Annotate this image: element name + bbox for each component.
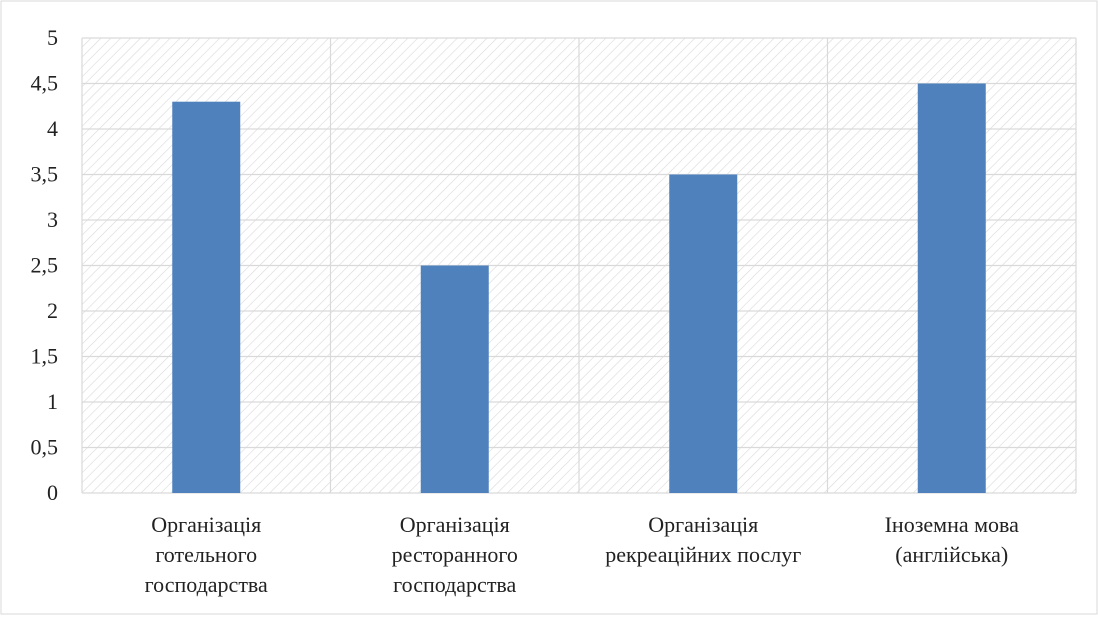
- y-tick-label: 4,5: [31, 71, 59, 96]
- y-tick-label: 1,5: [31, 344, 59, 369]
- y-tick-label: 5: [47, 25, 58, 50]
- bar-1: [172, 101, 241, 493]
- x-category-label: Організація ресторанного господарства: [392, 512, 518, 597]
- y-tick-label: 2,5: [31, 253, 59, 278]
- y-tick-label: 3,5: [31, 162, 59, 187]
- x-category-label-line: (англійська): [895, 542, 1008, 567]
- x-category-label-line: господарства: [393, 572, 516, 597]
- x-category-label-line: господарства: [145, 572, 268, 597]
- bar-4: [917, 83, 986, 493]
- y-tick-label: 2: [47, 298, 58, 323]
- y-tick-label: 0,5: [31, 435, 59, 460]
- x-category-label-line: рекреаційних послуг: [605, 542, 801, 567]
- y-tick-label: 3: [47, 207, 58, 232]
- x-category-label-line: Іноземна мова: [885, 512, 1020, 537]
- y-tick-label: 0: [47, 480, 58, 505]
- y-tick-label: 1: [47, 389, 58, 414]
- bar-3: [669, 174, 738, 493]
- x-category-label-line: Організація: [648, 512, 758, 537]
- x-category-label-line: готельного: [155, 542, 257, 567]
- x-category-label-line: Організація: [151, 512, 261, 537]
- x-category-label: Організація рекреаційних послуг: [605, 512, 801, 567]
- x-category-label: Іноземна мова (англійська): [885, 512, 1020, 567]
- x-category-label-line: Організація: [400, 512, 510, 537]
- x-category-label: Організація готельного господарства: [145, 512, 268, 597]
- y-tick-label: 4: [47, 116, 58, 141]
- x-category-label-line: ресторанного: [392, 542, 518, 567]
- bar-2: [420, 265, 489, 493]
